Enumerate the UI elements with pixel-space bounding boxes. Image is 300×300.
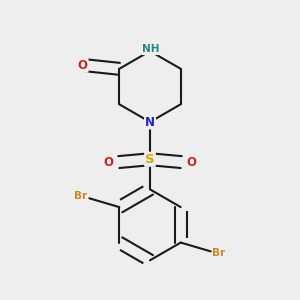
- Text: O: O: [78, 59, 88, 72]
- Text: O: O: [103, 156, 113, 169]
- Text: NH: NH: [142, 44, 160, 54]
- Text: Br: Br: [74, 191, 88, 201]
- Text: Br: Br: [212, 248, 226, 258]
- Text: N: N: [145, 116, 155, 128]
- Text: S: S: [145, 153, 155, 166]
- Text: O: O: [187, 156, 197, 169]
